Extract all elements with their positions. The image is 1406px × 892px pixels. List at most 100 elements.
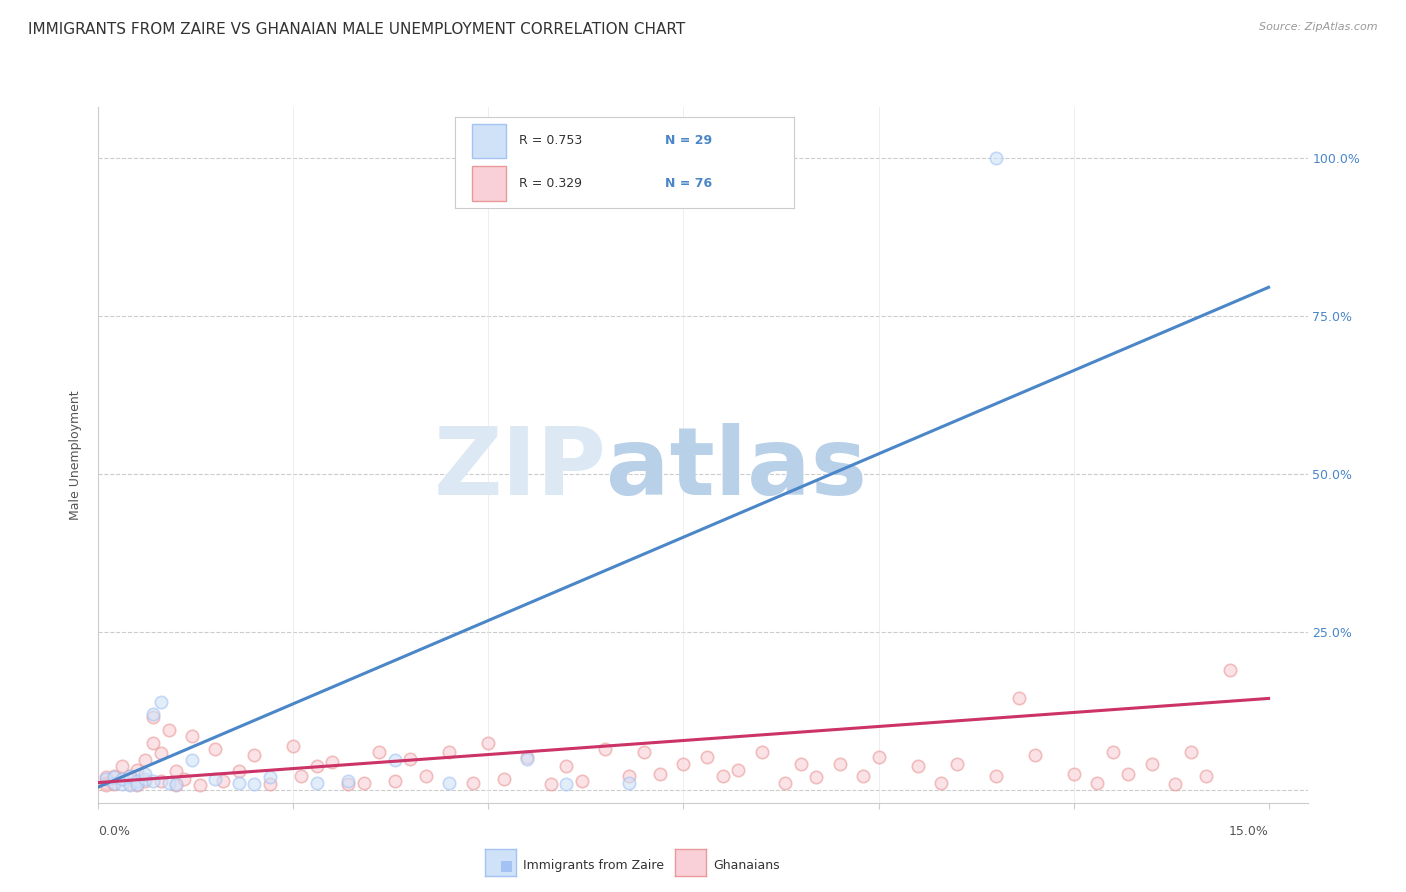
Point: [96, 778, 118, 792]
Point: [337, 773, 360, 788]
Point: [212, 773, 235, 788]
Point: [789, 756, 811, 771]
Point: [384, 753, 406, 767]
Point: [111, 772, 134, 786]
Point: [305, 775, 328, 789]
Point: [868, 750, 890, 764]
Point: [929, 775, 952, 789]
Text: Immigrants from Zaire: Immigrants from Zaire: [523, 859, 664, 871]
Point: [1024, 748, 1046, 763]
Point: [103, 777, 125, 791]
Point: [984, 151, 1007, 165]
Point: [142, 710, 165, 724]
Point: [617, 775, 640, 789]
Point: [96, 772, 118, 786]
Point: [1195, 769, 1218, 783]
Point: [111, 772, 134, 786]
Point: [157, 723, 180, 737]
Point: [633, 745, 655, 759]
Point: [290, 769, 312, 783]
Point: [477, 736, 499, 750]
Point: [134, 753, 156, 767]
Point: [111, 759, 134, 773]
Point: [399, 751, 422, 765]
Point: [337, 777, 360, 791]
Text: ▪: ▪: [499, 855, 513, 875]
Point: [228, 775, 250, 789]
Point: [540, 777, 562, 791]
Point: [118, 769, 141, 783]
Point: [118, 769, 141, 783]
Point: [555, 777, 578, 791]
Point: [727, 763, 749, 777]
Point: [165, 764, 187, 779]
Text: IMMIGRANTS FROM ZAIRE VS GHANAIAN MALE UNEMPLOYMENT CORRELATION CHART: IMMIGRANTS FROM ZAIRE VS GHANAIAN MALE U…: [28, 22, 685, 37]
Point: [1164, 777, 1187, 791]
Point: [852, 769, 875, 783]
Point: [118, 778, 141, 792]
Point: [228, 764, 250, 779]
Point: [945, 756, 967, 771]
Point: [1101, 745, 1123, 759]
Point: [439, 745, 461, 759]
Point: [305, 759, 328, 773]
Y-axis label: Male Unemployment: Male Unemployment: [69, 390, 83, 520]
Text: Source: ZipAtlas.com: Source: ZipAtlas.com: [1260, 22, 1378, 32]
Point: [127, 773, 149, 788]
Point: [118, 777, 141, 791]
Point: [321, 755, 343, 769]
Point: [648, 767, 671, 781]
Point: [672, 756, 695, 771]
Point: [165, 778, 187, 792]
Point: [439, 775, 461, 789]
Point: [134, 772, 156, 786]
Point: [103, 775, 125, 789]
Point: [555, 759, 578, 773]
Point: [773, 775, 796, 789]
Point: [828, 756, 851, 771]
Point: [127, 778, 149, 792]
Point: [204, 742, 226, 756]
Point: [142, 707, 165, 722]
Point: [127, 763, 149, 777]
Point: [173, 772, 195, 786]
Point: [188, 778, 211, 792]
Point: [571, 773, 593, 788]
Point: [127, 777, 149, 791]
Point: [353, 775, 375, 789]
Point: [149, 773, 172, 788]
Point: [1085, 775, 1108, 789]
Point: [103, 771, 125, 785]
Point: [711, 769, 734, 783]
Point: [368, 745, 391, 759]
Text: ZIP: ZIP: [433, 423, 606, 515]
Text: Ghanaians: Ghanaians: [713, 859, 779, 871]
Point: [804, 771, 827, 785]
Text: atlas: atlas: [606, 423, 868, 515]
Point: [1008, 691, 1031, 706]
Point: [907, 759, 929, 773]
Point: [134, 773, 156, 788]
Text: 15.0%: 15.0%: [1229, 825, 1268, 838]
Point: [157, 775, 180, 789]
Point: [1140, 756, 1163, 771]
Point: [461, 775, 484, 789]
Point: [984, 769, 1007, 783]
Point: [1116, 767, 1139, 781]
Point: [149, 695, 172, 709]
Point: [96, 775, 118, 789]
Point: [149, 747, 172, 761]
Point: [617, 769, 640, 783]
Point: [111, 777, 134, 791]
Point: [595, 742, 617, 756]
Point: [243, 748, 266, 763]
Point: [751, 745, 773, 759]
Point: [96, 771, 118, 785]
Point: [142, 736, 165, 750]
Point: [142, 773, 165, 788]
Point: [165, 777, 187, 791]
Point: [1219, 663, 1241, 677]
Point: [696, 750, 718, 764]
Point: [204, 772, 226, 786]
Point: [494, 772, 516, 786]
